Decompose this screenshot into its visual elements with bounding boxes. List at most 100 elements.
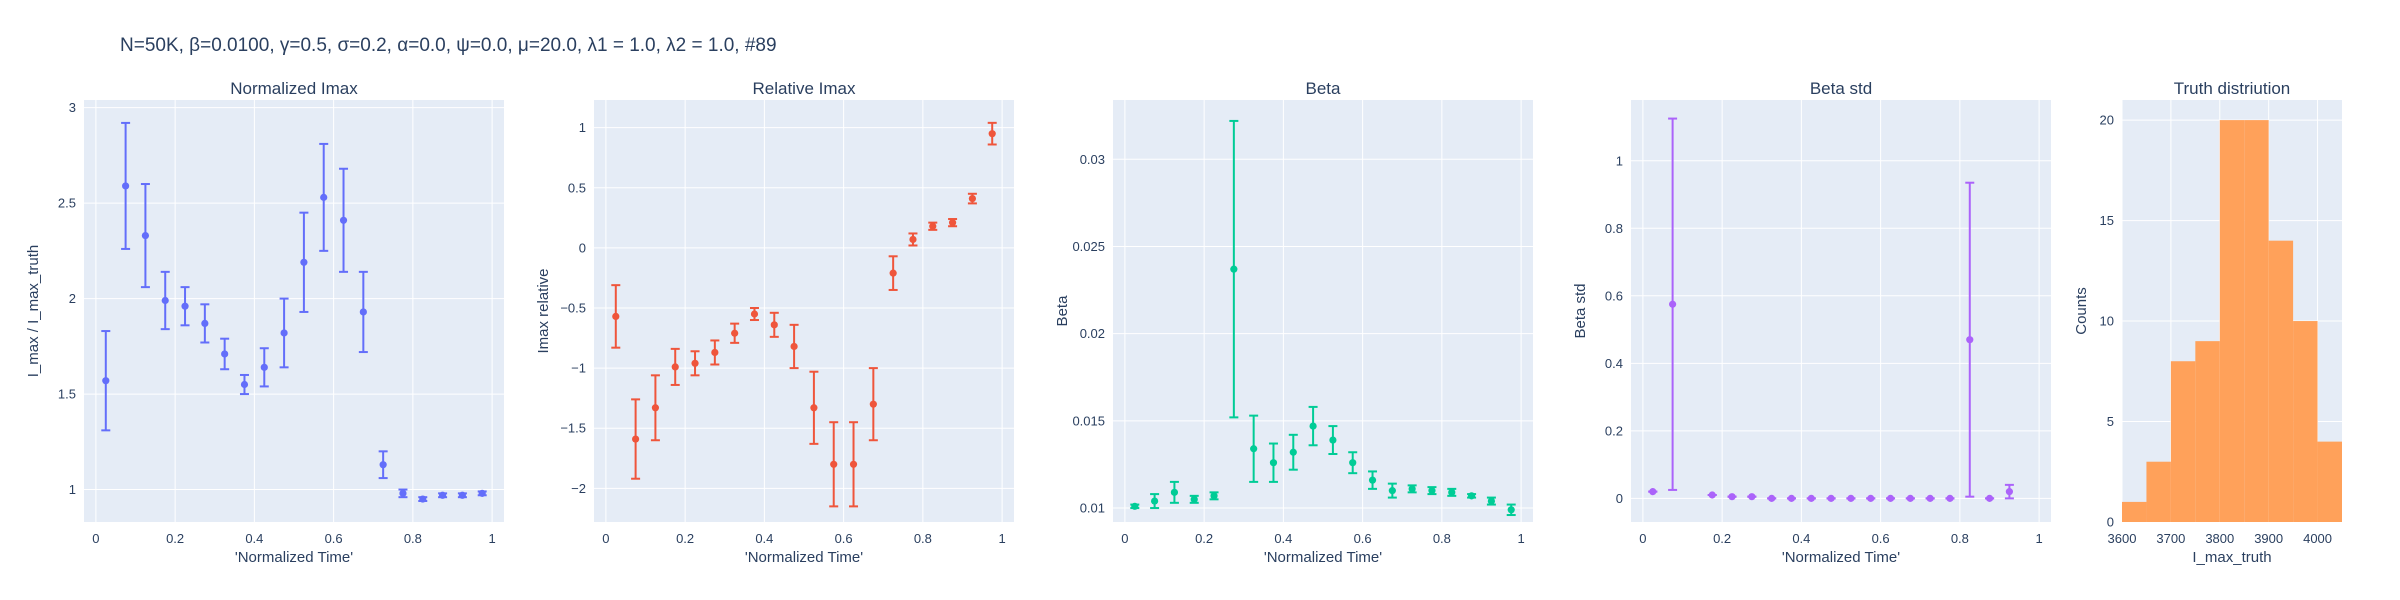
chart-2-point xyxy=(988,130,996,138)
chart-4-ylabel: Beta std xyxy=(1572,283,1589,338)
chart-1-ytick-label: 1.5 xyxy=(58,387,76,402)
chart-2-point xyxy=(968,194,976,203)
chart-3: 0 0.2 0.4 0.6 0.8 1 0.01 0.015 0.02 0.025 0.03 Beta… xyxy=(1054,79,1533,566)
chart-5-ytick-label: 10 xyxy=(2100,314,2114,329)
chart-5-ytick-label: 5 xyxy=(2107,414,2114,429)
chart-2-xtick-label: 0.6 xyxy=(835,531,853,546)
chart-3-point xyxy=(1487,497,1495,505)
chart-2-point xyxy=(750,310,759,318)
chart-3-xtick-label: 1 xyxy=(1517,531,1524,546)
chart-3-point xyxy=(1448,488,1456,496)
chart-4-point xyxy=(1847,494,1855,502)
chart-3-point xyxy=(1151,497,1159,505)
chart-4-point xyxy=(1926,494,1934,502)
chart-5-title: Truth distriution xyxy=(2174,79,2291,98)
chart-4: 0 0.2 0.4 0.6 0.8 1 0 0.2 0.4 0.6 0.8 1 Beta std 'Nor… xyxy=(1572,79,2051,566)
chart-3-xtick-label: 0.6 xyxy=(1354,531,1372,546)
chart-2-ytick-label: 0.5 xyxy=(568,180,586,195)
chart-1: 0 0.2 0.4 0.6 0.8 1 1 1.5 2 2.5 3 Normalized Imax 'N… xyxy=(25,79,504,566)
chart-4-xtick-label: 0 xyxy=(1639,531,1646,546)
chart-2-ytick-label: 1 xyxy=(579,120,586,135)
chart-3-point xyxy=(1368,476,1377,484)
chart-1-point xyxy=(181,302,189,310)
chart-1-plot-area xyxy=(84,100,504,522)
chart-1-ytick-label: 2.5 xyxy=(58,196,76,211)
chart-5-xtick-label: 4000 xyxy=(2303,531,2332,546)
chart-3-point xyxy=(1230,265,1238,273)
chart-1-xtick-label: 0.4 xyxy=(245,531,263,546)
chart-2-point xyxy=(671,363,679,371)
chart-5-bar xyxy=(2195,341,2220,522)
chart-1-point xyxy=(379,461,387,469)
chart-2-ytick-label: −1.5 xyxy=(560,421,586,436)
chart-5-ytick-label: 0 xyxy=(2107,515,2114,530)
chart-4-xtick-label: 0.6 xyxy=(1872,531,1890,546)
chart-2-point xyxy=(691,359,699,367)
chart-1-point xyxy=(438,491,447,499)
chart-4-point xyxy=(1906,494,1914,502)
chart-2-ytick-label: −2 xyxy=(571,481,586,496)
chart-2-point xyxy=(849,460,858,468)
chart-1-point xyxy=(320,193,328,201)
chart-3-xtick-label: 0.8 xyxy=(1433,531,1451,546)
chart-3-xtick-label: 0 xyxy=(1121,531,1128,546)
chart-2-xtick-label: 0.4 xyxy=(755,531,773,546)
chart-4-point xyxy=(1827,494,1835,502)
chart-3-point xyxy=(1408,485,1416,493)
chart-2-point xyxy=(770,321,778,329)
chart-4-point xyxy=(1985,494,1994,502)
chart-1-xtick-label: 0.8 xyxy=(404,531,422,546)
chart-4-point xyxy=(1807,494,1815,502)
chart-5-ylabel: Counts xyxy=(2073,287,2090,335)
chart-3-point xyxy=(1467,492,1476,500)
chart-5-ytick-label: 15 xyxy=(2100,213,2114,228)
chart-2-point xyxy=(651,404,660,412)
chart-3-ytick-label: 0.025 xyxy=(1072,239,1105,254)
chart-2-ytick-label: 0 xyxy=(579,240,586,255)
chart-1-point xyxy=(359,308,367,316)
chart-2-ylabel: Imax relative xyxy=(535,268,552,353)
chart-3-xlabel: 'Normalized Time' xyxy=(1264,549,1382,566)
chart-4-xtick-label: 1 xyxy=(2035,531,2042,546)
chart-3-point xyxy=(1349,459,1357,467)
chart-1-xtick-label: 0 xyxy=(92,531,99,546)
chart-1-point xyxy=(240,380,249,389)
chart-2-xlabel: 'Normalized Time' xyxy=(745,549,863,566)
chart-2-point xyxy=(711,348,719,357)
chart-1-point xyxy=(300,258,308,266)
chart-2-plot-area xyxy=(594,100,1014,522)
chart-3-point xyxy=(1250,445,1258,453)
chart-1-point xyxy=(201,319,209,328)
chart-3-title: Beta xyxy=(1306,79,1342,98)
chart-1-point xyxy=(221,350,229,358)
chart-4-ytick-label: 0.2 xyxy=(1605,423,1623,438)
chart-5-bar xyxy=(2146,461,2171,522)
chart-5-bar xyxy=(2317,441,2342,522)
chart-4-title: Beta std xyxy=(1810,79,1872,98)
chart-1-point xyxy=(141,231,150,240)
chart-4-point xyxy=(2005,488,2013,496)
chart-4-ytick-label: 0.4 xyxy=(1605,356,1623,371)
chart-3-point xyxy=(1329,436,1337,444)
chart-4-ytick-label: 0 xyxy=(1616,491,1623,506)
chart-2: 0 0.2 0.4 0.6 0.8 1 −2 −1.5 −1 −0.5 0 0.5 1 Relative … xyxy=(535,79,1014,566)
chart-4-point xyxy=(1708,491,1716,499)
chart-2-ytick-label: −0.5 xyxy=(560,300,586,315)
chart-5-xtick-label: 3800 xyxy=(2205,531,2234,546)
chart-5-ytick-label: 20 xyxy=(2100,113,2114,128)
chart-4-ytick-label: 1 xyxy=(1616,153,1623,168)
chart-1-point xyxy=(260,363,268,371)
chart-5-bar xyxy=(2293,321,2318,522)
chart-2-point xyxy=(948,219,957,227)
chart-5-bar xyxy=(2219,120,2245,522)
chart-1-xlabel: 'Normalized Time' xyxy=(235,549,353,566)
chart-1-xtick-label: 1 xyxy=(488,531,495,546)
chart-3-point xyxy=(1210,492,1218,500)
chart-4-xlabel: 'Normalized Time' xyxy=(1782,549,1900,566)
chart-4-point xyxy=(1728,493,1736,501)
chart-2-point xyxy=(612,312,620,321)
chart-5-bar xyxy=(2268,240,2294,522)
chart-4-plot-area xyxy=(1631,100,2051,522)
